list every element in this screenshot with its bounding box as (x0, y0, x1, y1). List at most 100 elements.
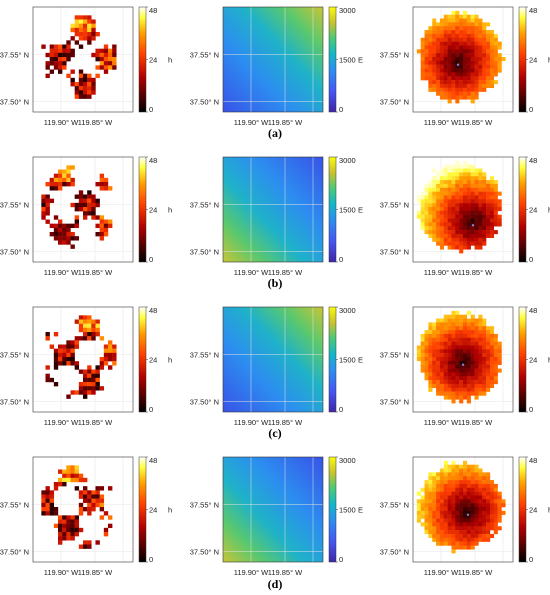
heatmap-cell (432, 380, 437, 385)
heatmap-cell (41, 202, 46, 208)
heatmap-cell (424, 345, 429, 350)
heatmap-cell (489, 80, 495, 85)
heatmap-cell (470, 533, 475, 539)
heatmap-cell (470, 507, 475, 512)
heatmap-cell (74, 473, 80, 479)
heatmap-cell (459, 491, 464, 496)
heatmap-cell (432, 345, 437, 350)
energy-field (223, 7, 323, 112)
heatmap-cell (493, 195, 498, 200)
heatmap-cell (428, 68, 433, 73)
heatmap-cell (83, 32, 88, 37)
heatmap-cell (455, 326, 460, 331)
heatmap-cell (443, 341, 448, 346)
heatmap-cell (87, 211, 92, 216)
heatmap-cell (463, 341, 468, 346)
heatmap-cell (447, 518, 452, 523)
heatmap-cell (91, 82, 96, 87)
heatmap-cell (466, 341, 471, 346)
heatmap-cell (436, 495, 441, 500)
heatmap-cell (436, 368, 441, 373)
heatmap-cell (45, 202, 50, 208)
heatmap-cell (482, 76, 487, 81)
heatmap-cell (45, 377, 50, 383)
heatmap-cell (474, 180, 479, 185)
heatmap-cell (459, 64, 464, 69)
heatmap-cell (95, 48, 100, 54)
heatmap-cell (66, 477, 71, 483)
heatmap-cell (439, 476, 445, 481)
heatmap-cell (447, 514, 452, 519)
row-caption: (d) (268, 577, 283, 591)
heatmap-cell (451, 545, 456, 550)
heatmap-cell (478, 487, 483, 492)
heatmap-cell (455, 376, 460, 381)
heatmap-cell (451, 45, 456, 50)
heatmap-cell (497, 341, 502, 346)
heatmap-cell (70, 357, 75, 362)
heatmap-cell (463, 353, 468, 358)
heatmap-cell (443, 191, 448, 196)
heatmap-cell (486, 68, 491, 73)
colorbar-tick-label: 24 (529, 356, 537, 365)
heatmap-cell (459, 487, 464, 492)
heatmap-cell (451, 218, 456, 223)
heatmap-cell (439, 33, 445, 39)
heatmap-cell (486, 372, 491, 377)
heatmap-cell (489, 507, 495, 512)
heatmap-cell (489, 41, 495, 46)
x-tick-label: 119.85° W (458, 568, 493, 577)
heatmap-cell (70, 202, 75, 208)
heatmap-cell (489, 510, 495, 515)
heatmap-cell (428, 380, 433, 385)
heatmap-cell (103, 344, 109, 349)
heatmap-cell (474, 199, 479, 204)
heatmap-cell (78, 315, 84, 320)
heatmap-cell (478, 57, 483, 62)
heatmap-cell (62, 352, 67, 358)
heatmap-cell (463, 203, 468, 208)
heatmap-cell (486, 57, 491, 62)
heatmap-cell (432, 330, 437, 335)
heatmap-cell (95, 52, 100, 58)
heatmap-cell (451, 530, 456, 535)
heatmap-cell (447, 41, 452, 46)
heatmap-cell (87, 507, 92, 512)
heatmap-cell (443, 483, 448, 489)
heatmap-cell (459, 472, 464, 477)
heatmap-cell (74, 19, 80, 24)
heatmap-cell (78, 27, 84, 33)
plot-frame (412, 156, 514, 263)
heatmap-cell (436, 387, 441, 392)
heatmap-cell (486, 191, 491, 196)
heatmap-cell (466, 395, 471, 400)
heatmap-cell (99, 502, 105, 508)
heatmap-cell (428, 87, 433, 92)
heatmap-cell (103, 227, 109, 233)
heatmap-cell (83, 373, 88, 379)
heatmap-cell (436, 233, 441, 239)
heatmap-cell (489, 495, 495, 500)
heatmap-cell (432, 333, 437, 339)
heatmap-cell (78, 336, 84, 341)
heatmap-cell (489, 214, 495, 219)
heatmap-cell (482, 491, 487, 496)
heatmap-cell (455, 183, 460, 189)
heatmap-cell (45, 336, 50, 341)
heatmap-cell (466, 26, 471, 31)
heatmap-cell (463, 57, 468, 62)
heatmap-cell (439, 241, 445, 246)
heatmap-cell (474, 349, 479, 354)
x-tick-label: 119.90° W (234, 418, 269, 427)
heatmap-cell (428, 30, 433, 35)
heatmap-cell (428, 53, 433, 58)
heatmap-cell (428, 510, 433, 515)
heatmap-cell (474, 68, 479, 73)
x-tick-label: 119.90° W (234, 268, 269, 277)
heatmap-cell (439, 64, 445, 69)
heatmap-cell (428, 187, 433, 192)
heatmap-cell (493, 372, 498, 377)
heatmap-cell (103, 348, 109, 354)
heatmap-cell (447, 53, 452, 58)
colorbar (138, 6, 147, 113)
